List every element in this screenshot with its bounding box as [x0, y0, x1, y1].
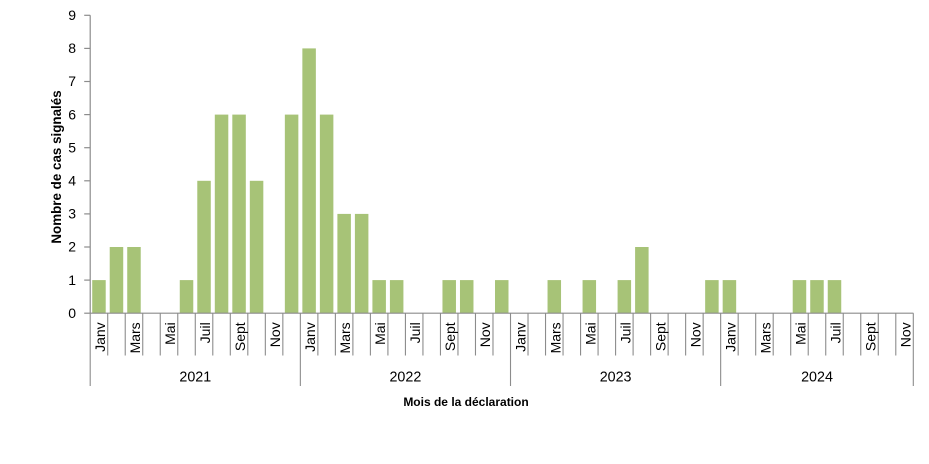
svg-text:Mars: Mars [547, 322, 563, 353]
svg-text:Mars: Mars [757, 322, 773, 353]
svg-text:Sept: Sept [442, 322, 458, 351]
svg-text:Sept: Sept [652, 322, 668, 351]
svg-text:2024: 2024 [801, 369, 833, 385]
svg-text:Janv: Janv [302, 322, 318, 352]
svg-text:Janv: Janv [92, 322, 108, 352]
svg-text:Nov: Nov [267, 322, 283, 347]
svg-text:1: 1 [68, 272, 76, 288]
svg-text:Mars: Mars [337, 322, 353, 353]
svg-text:Juil: Juil [617, 322, 633, 343]
svg-text:Mai: Mai [162, 322, 178, 345]
svg-text:2023: 2023 [600, 369, 632, 385]
svg-text:Nov: Nov [898, 322, 914, 347]
svg-text:Janv: Janv [722, 322, 738, 352]
svg-text:Mois de la déclaration: Mois de la déclaration [403, 395, 528, 409]
svg-text:Nombre de cas signalés: Nombre de cas signalés [49, 90, 64, 243]
svg-text:Mars: Mars [127, 322, 143, 353]
svg-text:Nov: Nov [477, 322, 493, 347]
svg-text:Sept: Sept [232, 322, 248, 351]
svg-text:Sept: Sept [863, 322, 879, 351]
svg-text:0: 0 [68, 305, 76, 321]
svg-text:Juil: Juil [407, 322, 423, 343]
svg-text:2021: 2021 [179, 369, 211, 385]
svg-text:2022: 2022 [389, 369, 421, 385]
svg-text:2: 2 [68, 239, 76, 255]
svg-text:Mai: Mai [792, 322, 808, 345]
svg-text:Janv: Janv [512, 322, 528, 352]
svg-text:8: 8 [68, 40, 76, 56]
svg-text:4: 4 [68, 173, 76, 189]
svg-text:3: 3 [68, 206, 76, 222]
svg-text:Mai: Mai [372, 322, 388, 345]
svg-text:Mai: Mai [582, 322, 598, 345]
svg-text:9: 9 [68, 7, 76, 23]
svg-text:5: 5 [68, 139, 76, 155]
svg-text:Juil: Juil [827, 322, 843, 343]
svg-text:Nov: Nov [687, 322, 703, 347]
svg-text:7: 7 [68, 73, 76, 89]
svg-text:Juil: Juil [197, 322, 213, 343]
svg-text:6: 6 [68, 106, 76, 122]
